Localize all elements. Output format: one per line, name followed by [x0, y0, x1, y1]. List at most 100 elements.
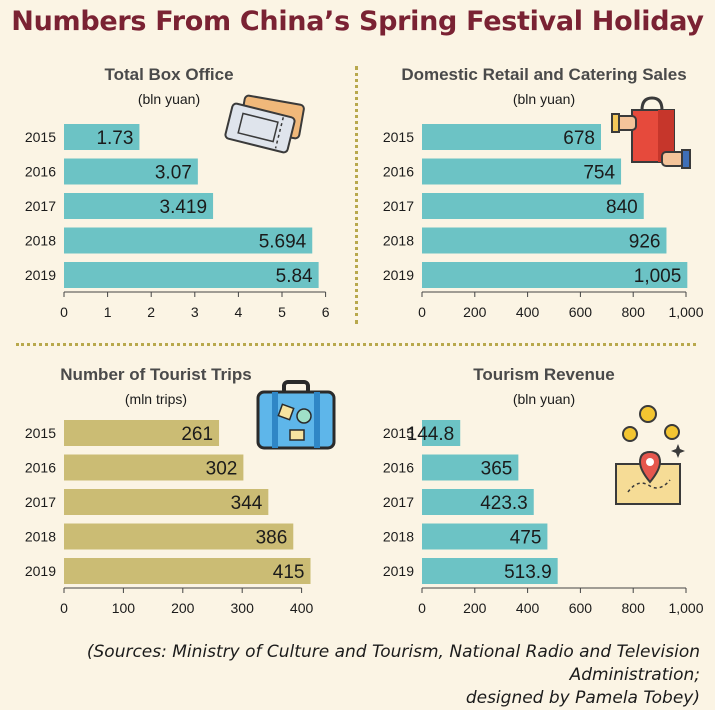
chart-subtitle: (bln yuan) [513, 91, 575, 107]
bar [422, 158, 622, 185]
value-label: 415 [273, 562, 305, 583]
category-label: 2018 [383, 233, 414, 249]
x-tick-label: 400 [516, 600, 540, 616]
bar [422, 227, 667, 254]
category-label: 2018 [25, 529, 56, 545]
category-label: 2015 [25, 425, 56, 441]
bar [64, 124, 140, 150]
value-label: 3.07 [155, 163, 192, 184]
value-label: 423.3 [480, 493, 528, 514]
category-label: 2018 [383, 529, 414, 545]
bar [422, 489, 534, 515]
chart-subtitle: (bln yuan) [138, 91, 200, 107]
x-tick-label: 3 [191, 304, 199, 320]
category-label: 2015 [383, 425, 414, 441]
bar [64, 420, 220, 446]
x-tick-label: 200 [463, 600, 487, 616]
x-tick-label: 1,000 [668, 600, 703, 616]
chart-subtitle: (bln yuan) [513, 391, 575, 407]
shopping-bag-icon [611, 96, 691, 169]
bar [64, 262, 319, 288]
value-label: 1,005 [634, 266, 682, 287]
category-label: 2017 [25, 494, 56, 510]
chart-title: Tourism Revenue [473, 365, 614, 384]
value-label: 513.9 [504, 562, 552, 583]
chart-title: Domestic Retail and Catering Sales [401, 65, 686, 84]
category-label: 2017 [25, 198, 56, 214]
value-label: 1.73 [96, 128, 133, 149]
x-tick-label: 800 [622, 600, 646, 616]
category-label: 2016 [383, 460, 414, 476]
bar [422, 523, 548, 550]
value-label: 840 [606, 197, 638, 218]
x-tick-label: 6 [322, 304, 330, 320]
bar [422, 420, 461, 446]
value-label: 365 [481, 459, 513, 480]
category-label: 2016 [25, 164, 56, 180]
category-label: 2019 [383, 267, 414, 283]
bar [64, 193, 214, 219]
value-label: 261 [181, 424, 213, 445]
category-label: 2019 [383, 563, 414, 579]
x-tick-label: 4 [235, 304, 243, 320]
x-tick-label: 2 [147, 304, 155, 320]
value-label: 5.84 [276, 266, 313, 287]
bar [422, 124, 601, 150]
category-label: 2016 [383, 164, 414, 180]
bar [64, 227, 313, 254]
suitcase-icon [256, 380, 336, 450]
x-tick-label: 1,000 [668, 304, 703, 320]
bar [64, 158, 198, 185]
value-label: 926 [629, 232, 661, 253]
value-label: 344 [231, 493, 263, 514]
sources-line-1: (Sources: Ministry of Culture and Touris… [86, 642, 700, 685]
bar [422, 193, 644, 219]
x-tick-label: 1 [104, 304, 112, 320]
bar [64, 523, 294, 550]
bar [64, 454, 244, 481]
category-label: 2015 [383, 129, 414, 145]
x-tick-label: 800 [622, 304, 646, 320]
x-tick-label: 200 [463, 304, 487, 320]
sources-line-2: designed by Pamela Tobey) [465, 688, 700, 708]
x-tick-label: 0 [418, 600, 426, 616]
x-tick-label: 0 [418, 304, 426, 320]
value-label: 3.419 [160, 197, 208, 218]
bar [64, 489, 269, 515]
x-tick-label: 0 [60, 600, 68, 616]
chart-title: Number of Tourist Trips [60, 365, 251, 384]
x-tick-label: 100 [112, 600, 136, 616]
category-label: 2018 [25, 233, 56, 249]
category-label: 2016 [25, 460, 56, 476]
x-tick-label: 600 [569, 304, 593, 320]
chart-title: Total Box Office [104, 65, 233, 84]
x-tick-label: 200 [171, 600, 195, 616]
category-label: 2019 [25, 563, 56, 579]
value-label: 5.694 [259, 232, 307, 253]
horizontal-divider [16, 343, 696, 346]
value-label: 754 [583, 163, 615, 184]
x-tick-label: 300 [231, 600, 255, 616]
category-label: 2019 [25, 267, 56, 283]
x-tick-label: 0 [60, 304, 68, 320]
bar [422, 262, 688, 288]
x-tick-label: 5 [278, 304, 286, 320]
x-tick-label: 400 [290, 600, 314, 616]
value-label: 475 [510, 528, 542, 549]
category-label: 2015 [25, 129, 56, 145]
value-label: 302 [206, 459, 238, 480]
x-tick-label: 600 [569, 600, 593, 616]
x-tick-label: 400 [516, 304, 540, 320]
map-and-coins-icon [615, 405, 685, 505]
movie-tickets-icon [224, 94, 305, 154]
value-label: 386 [256, 528, 288, 549]
bar [422, 558, 558, 584]
